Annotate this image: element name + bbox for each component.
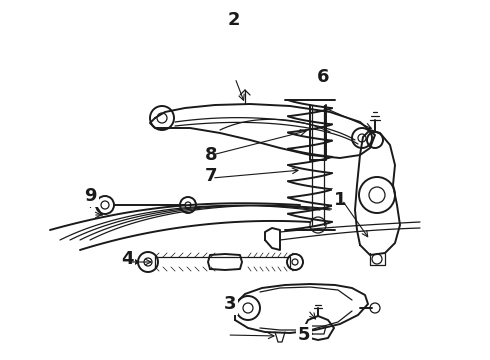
Text: 5: 5 bbox=[297, 326, 310, 344]
Text: 7: 7 bbox=[204, 167, 217, 185]
Text: 4: 4 bbox=[121, 250, 134, 268]
Text: 9: 9 bbox=[84, 187, 97, 205]
Text: 3: 3 bbox=[224, 295, 237, 313]
Text: 1: 1 bbox=[334, 191, 347, 209]
Text: 8: 8 bbox=[204, 146, 217, 164]
Text: 6: 6 bbox=[317, 68, 330, 86]
Text: 2: 2 bbox=[228, 11, 241, 29]
